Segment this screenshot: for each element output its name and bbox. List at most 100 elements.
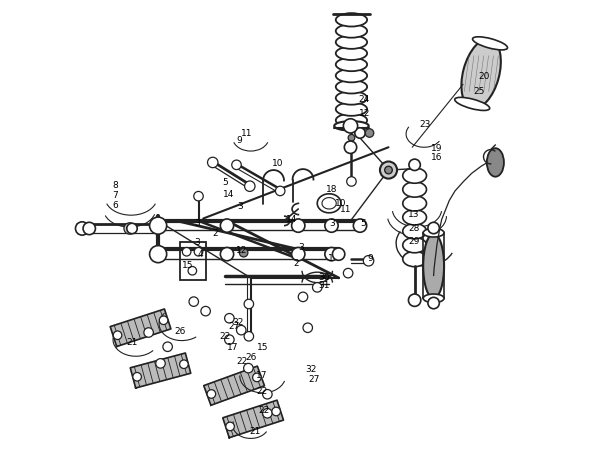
Circle shape	[325, 247, 338, 261]
Ellipse shape	[403, 238, 427, 253]
Text: 16: 16	[431, 153, 443, 162]
Text: 3: 3	[238, 202, 243, 211]
Circle shape	[333, 248, 345, 260]
Circle shape	[245, 181, 255, 191]
Circle shape	[225, 314, 234, 323]
Ellipse shape	[336, 13, 367, 27]
Circle shape	[194, 191, 203, 201]
Circle shape	[428, 297, 439, 309]
Text: 12: 12	[236, 247, 247, 255]
Text: 5: 5	[222, 179, 228, 187]
Polygon shape	[130, 353, 191, 388]
Text: 24: 24	[359, 95, 370, 104]
Circle shape	[344, 268, 353, 278]
Ellipse shape	[336, 103, 367, 116]
Text: 12: 12	[359, 109, 370, 117]
Circle shape	[179, 360, 188, 369]
Ellipse shape	[423, 294, 444, 303]
Circle shape	[195, 247, 203, 256]
Circle shape	[236, 325, 246, 335]
Ellipse shape	[336, 36, 367, 49]
Circle shape	[201, 306, 210, 316]
Text: 15: 15	[182, 261, 193, 269]
Ellipse shape	[403, 196, 427, 211]
Circle shape	[221, 247, 234, 261]
Text: 23: 23	[419, 120, 431, 129]
Text: 27: 27	[228, 323, 239, 331]
Circle shape	[239, 248, 248, 257]
Circle shape	[409, 159, 421, 171]
Ellipse shape	[336, 91, 367, 104]
Circle shape	[127, 223, 137, 234]
Text: 14: 14	[223, 190, 235, 199]
Text: 7: 7	[112, 191, 118, 200]
Ellipse shape	[336, 47, 367, 60]
Text: 11: 11	[241, 129, 253, 137]
Text: 9: 9	[367, 255, 373, 263]
Circle shape	[276, 186, 285, 196]
Text: 22: 22	[258, 407, 269, 415]
Ellipse shape	[403, 168, 427, 183]
Polygon shape	[204, 366, 264, 405]
Text: 22: 22	[219, 332, 230, 341]
Text: 27: 27	[308, 375, 320, 383]
Circle shape	[348, 134, 355, 141]
Circle shape	[298, 292, 308, 302]
Circle shape	[207, 157, 218, 168]
Ellipse shape	[336, 114, 367, 127]
Circle shape	[124, 223, 135, 234]
Text: 32: 32	[305, 365, 317, 374]
Text: 6: 6	[112, 201, 118, 209]
Ellipse shape	[461, 39, 501, 108]
Circle shape	[144, 328, 153, 337]
Text: 1: 1	[328, 255, 334, 263]
Circle shape	[313, 283, 322, 292]
Text: 3: 3	[298, 243, 304, 251]
Circle shape	[353, 219, 367, 232]
Text: 21: 21	[250, 427, 261, 436]
Circle shape	[244, 363, 253, 373]
Ellipse shape	[454, 97, 490, 111]
Text: 21: 21	[126, 339, 138, 347]
Circle shape	[189, 297, 199, 306]
Text: 22: 22	[256, 388, 268, 396]
Text: 10: 10	[335, 199, 347, 208]
Circle shape	[231, 160, 241, 170]
Ellipse shape	[403, 182, 427, 197]
Circle shape	[76, 222, 88, 235]
Text: 26: 26	[175, 327, 186, 336]
Text: 15: 15	[257, 343, 268, 352]
Text: 30: 30	[318, 274, 330, 282]
Ellipse shape	[423, 228, 444, 237]
Circle shape	[303, 323, 313, 332]
Circle shape	[182, 247, 191, 256]
Circle shape	[226, 422, 235, 431]
Text: 13: 13	[408, 210, 420, 219]
Polygon shape	[223, 400, 284, 437]
Circle shape	[159, 316, 168, 324]
Circle shape	[156, 359, 165, 368]
Circle shape	[344, 141, 357, 153]
Circle shape	[347, 177, 356, 186]
Circle shape	[428, 222, 439, 234]
Text: 9: 9	[236, 136, 242, 144]
Text: 17: 17	[227, 343, 239, 352]
Ellipse shape	[487, 148, 504, 177]
Circle shape	[408, 294, 421, 306]
Circle shape	[150, 217, 167, 234]
Text: 28: 28	[408, 225, 420, 233]
Ellipse shape	[336, 80, 367, 94]
Text: 19: 19	[431, 144, 443, 152]
Circle shape	[365, 129, 374, 137]
Text: 2: 2	[293, 259, 299, 268]
Text: 10: 10	[272, 160, 284, 168]
Ellipse shape	[403, 251, 427, 266]
Circle shape	[385, 166, 392, 174]
Text: 26: 26	[245, 353, 256, 361]
Circle shape	[272, 407, 281, 416]
Ellipse shape	[336, 58, 367, 71]
Circle shape	[244, 332, 253, 341]
Circle shape	[262, 408, 272, 418]
Text: 18: 18	[326, 185, 338, 193]
Circle shape	[225, 335, 234, 344]
